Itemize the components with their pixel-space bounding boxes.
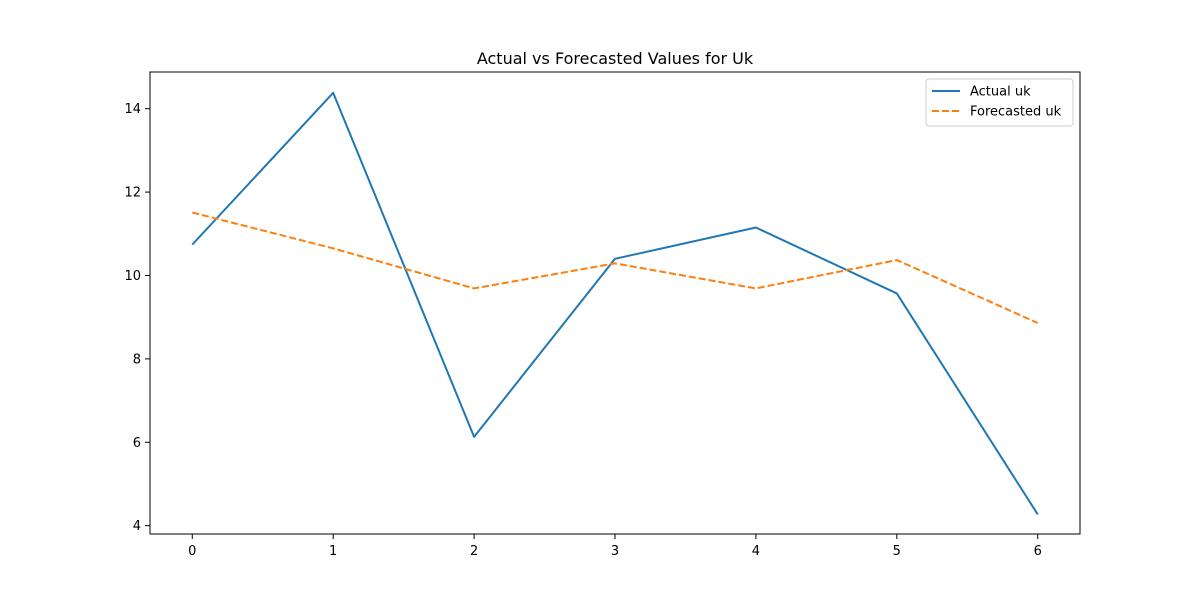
y-tick-label: 6 [133, 436, 141, 451]
x-tick-label: 4 [752, 544, 760, 559]
y-tick-label: 10 [124, 269, 141, 284]
legend: Actual uk Forecasted uk [925, 78, 1074, 127]
y-tick-label: 4 [133, 519, 141, 534]
x-tick-label: 2 [470, 544, 478, 559]
series-line-actual [191, 91, 1039, 515]
legend-label: Actual uk [970, 85, 1031, 100]
series-line-forecast [192, 211, 1039, 324]
x-tick-label: 3 [611, 544, 619, 559]
legend-box [925, 78, 1074, 127]
y-tick-label: 12 [124, 186, 141, 201]
legend-label: Forecasted uk [970, 105, 1062, 120]
x-tick-label: 1 [329, 544, 337, 559]
plot-area [191, 91, 1039, 515]
y-tick-label: 14 [124, 102, 141, 117]
y-tick-label: 8 [133, 352, 141, 367]
chart-title: Actual vs Forecasted Values for Uk [477, 49, 754, 68]
x-tick-label: 6 [1034, 544, 1042, 559]
x-tick-label: 0 [188, 544, 196, 559]
x-tick-label: 5 [893, 544, 901, 559]
